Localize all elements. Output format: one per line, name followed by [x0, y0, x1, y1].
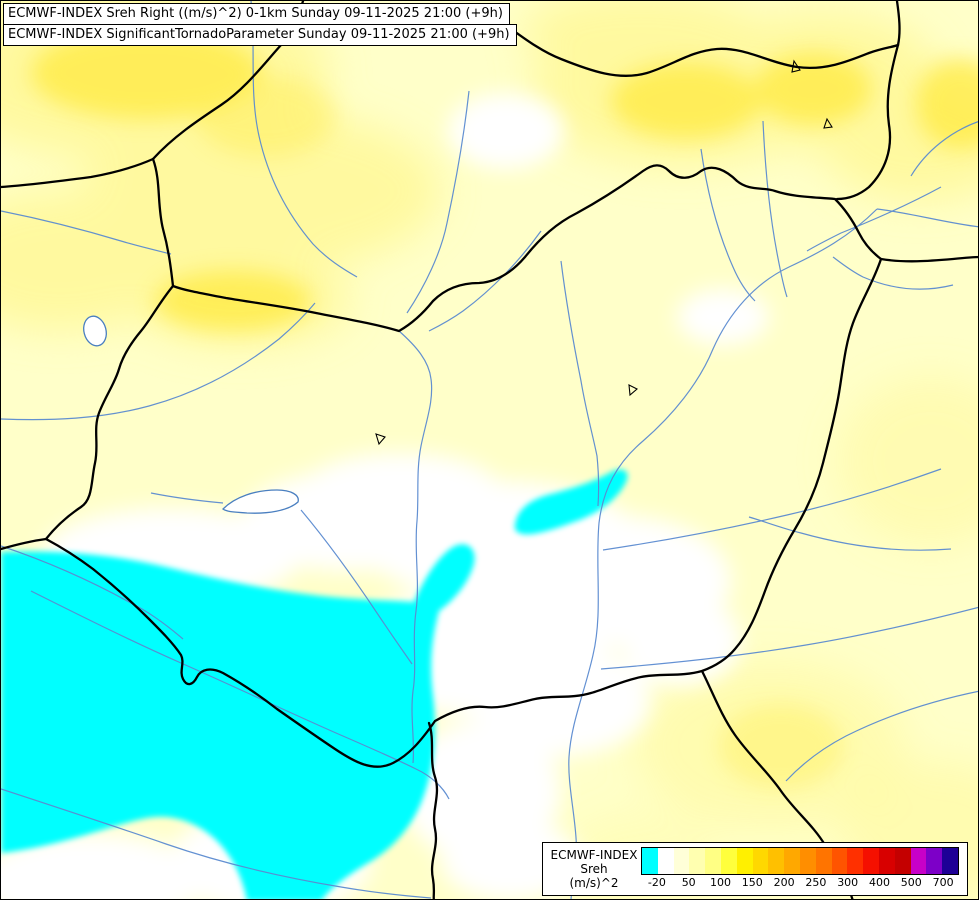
small-lake-mark-2 [823, 117, 833, 129]
map-title-primary: ECMWF-INDEX Sreh Right ((m/s)^2) 0-1km S… [3, 3, 510, 25]
legend-color-cell [894, 848, 911, 874]
cyan-region-southwest [1, 544, 475, 899]
bega-river [785, 690, 978, 782]
legend-color-cell [784, 848, 800, 874]
legend-color-cell [689, 848, 706, 874]
ukraine-romania-border [879, 255, 978, 263]
legend-tick-label: 300 [837, 876, 859, 889]
legend-color-cell [673, 848, 690, 874]
danube-river-upper [1, 210, 172, 255]
legend-color-cell [815, 848, 832, 874]
lake-velence-mark [375, 433, 386, 446]
legend-box: ECMWF-INDEX Sreh (m/s)^2 -20 50 100 150 200 2… [542, 842, 968, 896]
drava-river [30, 590, 450, 800]
small-lake-mark-1 [791, 59, 801, 73]
legend-color-cell [657, 848, 674, 874]
austria-slovenia-border [1, 537, 48, 551]
small-marks-layer [375, 59, 833, 446]
legend-color-cell [863, 848, 879, 874]
lake-balaton [222, 489, 299, 514]
austria-slovakia-border [151, 157, 175, 288]
hernad-river [762, 120, 788, 298]
cyan-regions-layer [1, 469, 628, 899]
mura-river [1, 545, 184, 640]
bodrog-river [806, 186, 942, 252]
koros-river [602, 468, 942, 551]
slovakia-poland-border [489, 13, 900, 77]
tisza-river-source [876, 208, 978, 228]
legend-color-cell [847, 848, 864, 874]
legend-color-cell [642, 848, 658, 874]
legend-title-line3: (m/s)^2 [569, 876, 619, 890]
legend-title-line2: Sreh [580, 862, 608, 876]
legend-color-cell [720, 848, 737, 874]
legend-color-cell [926, 848, 943, 874]
cyan-region-central [514, 469, 628, 535]
legend-tick-label: 50 [681, 876, 696, 889]
ipel-river [428, 230, 542, 332]
legend-color-cell [752, 848, 769, 874]
hungary-border [44, 164, 883, 768]
poland-ukraine-border [895, 1, 901, 47]
hron-river [406, 90, 470, 314]
legend-tick-label: -20 [647, 876, 666, 889]
legend-tick-label: 700 [932, 876, 954, 889]
zagyva-river [560, 260, 600, 507]
slovakia-ukraine-border [835, 43, 900, 201]
legend-color-cell [910, 848, 927, 874]
sajo-river [700, 148, 756, 302]
lake-ferto [83, 315, 107, 347]
legend-color-cell [736, 848, 753, 874]
sio-river [300, 509, 413, 665]
map-title-secondary: ECMWF-INDEX SignificantTornadoParameter … [3, 24, 517, 46]
croatia-serbia-border [427, 721, 439, 899]
legend-tick-label: 250 [805, 876, 827, 889]
tisza-river [568, 208, 878, 899]
lakes-layer [83, 315, 299, 514]
raba-river [1, 302, 316, 421]
legend-scale: -20 50 100 150 200 250 300 400 500 700 [641, 845, 959, 893]
deep-yellow-layer [31, 27, 978, 788]
legend-color-cell [942, 848, 958, 874]
carpathian-river [910, 121, 978, 177]
legend-color-bar [641, 847, 959, 875]
koros-river-branch [748, 516, 952, 551]
legend-color-cell [831, 848, 848, 874]
legend-color-cell [878, 848, 895, 874]
legend-tick-label: 200 [773, 876, 795, 889]
vah-river [250, 1, 358, 278]
szamos-river [832, 256, 954, 290]
legend-tick-label: 100 [710, 876, 731, 889]
zala-river [150, 492, 224, 504]
danube-river [398, 330, 433, 764]
lake-tisza-mark [628, 384, 638, 397]
legend-color-cell [705, 848, 721, 874]
legend-ticks: -20 50 100 150 200 250 300 400 500 700 [641, 876, 959, 891]
legend-tick-label: 500 [900, 876, 922, 889]
legend-title: ECMWF-INDEX Sreh (m/s)^2 [547, 848, 641, 890]
legend-color-cell [799, 848, 816, 874]
sava-river [1, 788, 432, 899]
legend-tick-label: 150 [741, 876, 763, 889]
maros-river [600, 606, 978, 670]
legend-title-line1: ECMWF-INDEX [550, 848, 638, 862]
legend-tick-label: 400 [869, 876, 890, 889]
legend-color-cell [768, 848, 785, 874]
czech-austria-border [1, 157, 155, 189]
